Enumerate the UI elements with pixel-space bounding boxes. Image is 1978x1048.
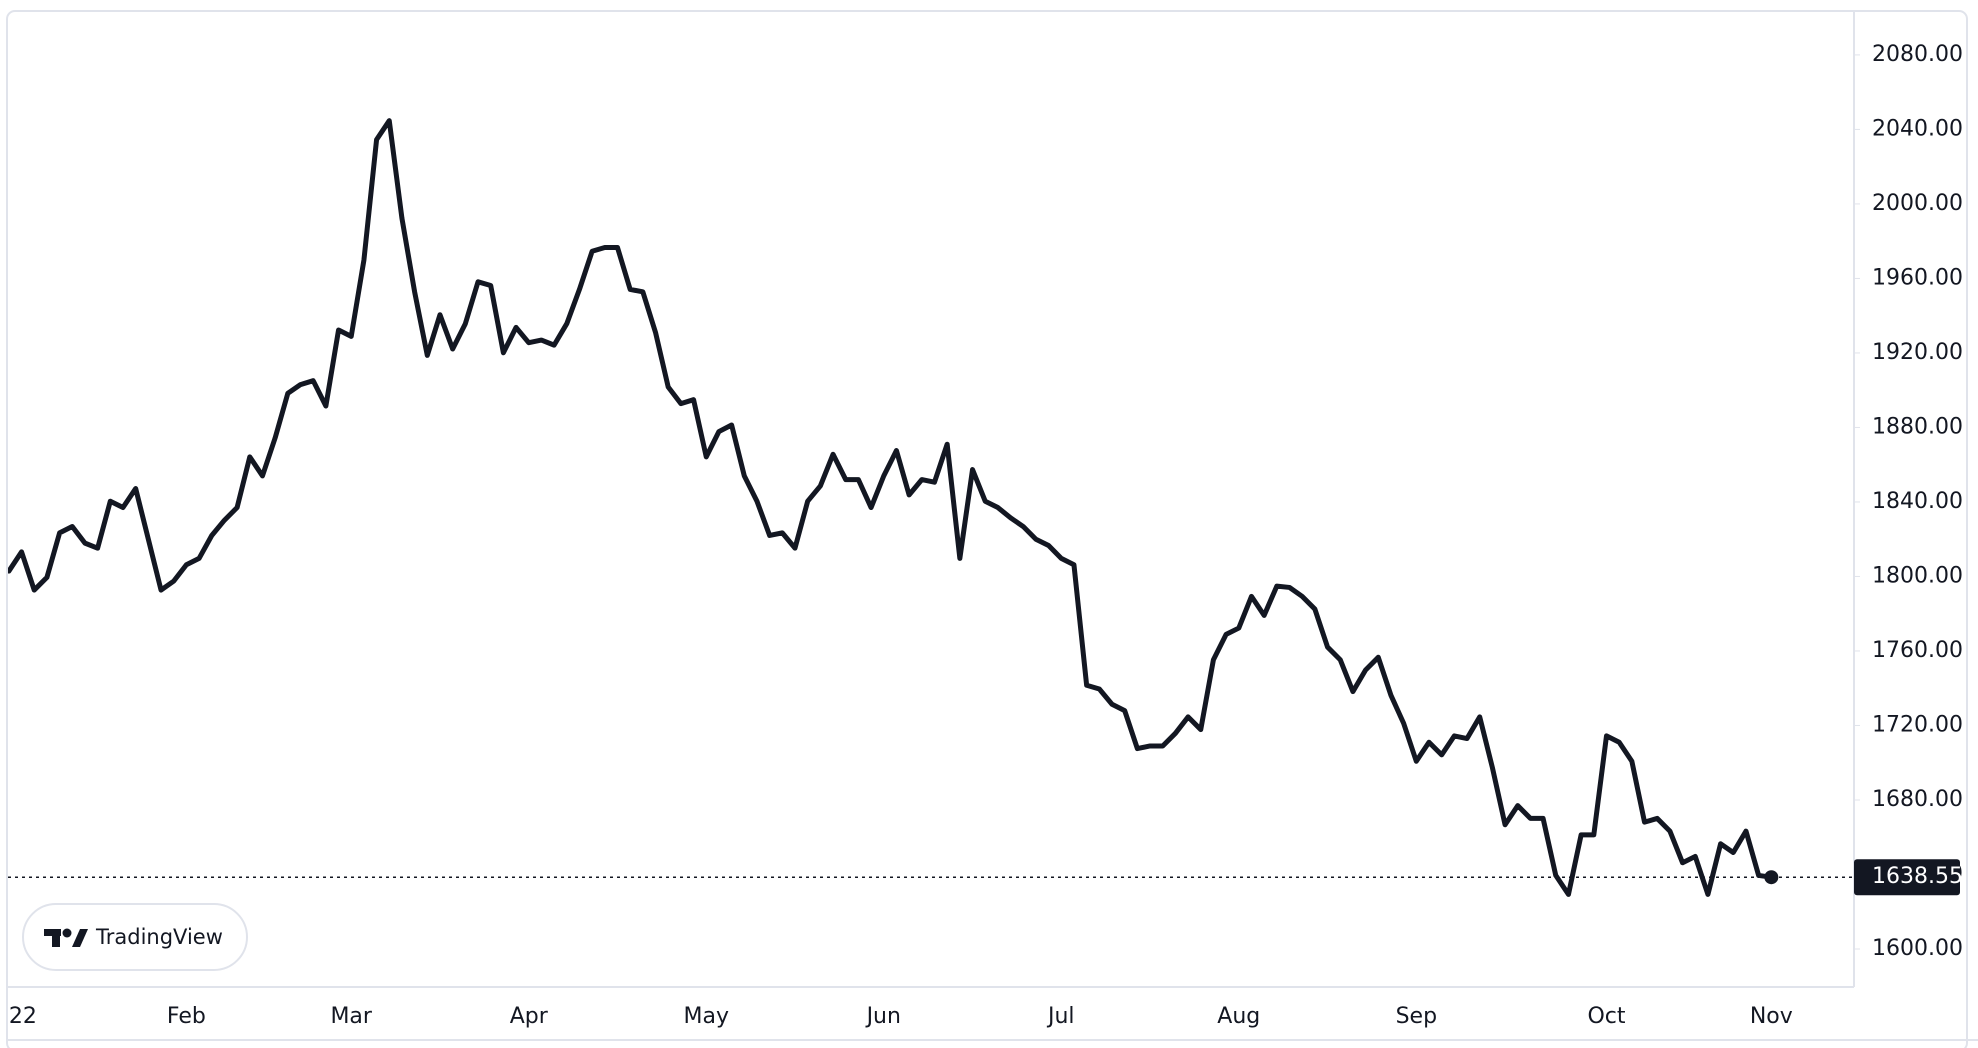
y-tick-label: 1880.00 — [1872, 414, 1963, 439]
x-tick-label: Nov — [1750, 1004, 1793, 1029]
frame — [6, 10, 1968, 1048]
last-point — [1764, 870, 1779, 885]
x-tick-label: Aug — [1217, 1004, 1260, 1029]
y-tick-label: 1920.00 — [1872, 340, 1963, 365]
brand-box — [22, 903, 248, 971]
last-price-box — [1854, 859, 1960, 896]
y-tick-label: 1600.00 — [1872, 936, 1963, 961]
x-tick-label: May — [684, 1004, 729, 1029]
brand-logo — [44, 928, 88, 947]
y-tick-label: 1760.00 — [1872, 638, 1963, 663]
y-tick-label: 2080.00 — [1872, 42, 1963, 67]
x-tick-label: 2022 — [0, 1004, 37, 1029]
price-line — [8, 118, 1774, 897]
y-tick-label: 2040.00 — [1872, 116, 1963, 141]
x-tick-label: Oct — [1587, 1004, 1625, 1029]
y-tick-label: 2000.00 — [1872, 191, 1963, 216]
x-tick-label: Jul — [1046, 1004, 1075, 1029]
y-tick-label: 1680.00 — [1872, 787, 1963, 812]
last-price-label: 1638.55 — [1872, 864, 1963, 889]
y-tick-label: 1800.00 — [1872, 563, 1963, 588]
x-tick-label: Jun — [865, 1004, 901, 1029]
brand-name: TradingView — [95, 925, 223, 949]
x-tick-label: Mar — [330, 1004, 372, 1029]
y-tick-label: 1840.00 — [1872, 489, 1963, 514]
plot-layer: 2022 Feb Mar Apr May Jun Jul Aug Sep Oct Nov — [0, 118, 1793, 1029]
x-tick-label: Feb — [167, 1004, 206, 1029]
x-tick-label: Apr — [510, 1004, 549, 1029]
x-tick-label: Sep — [1396, 1004, 1437, 1029]
y-tick-label: 1720.00 — [1872, 712, 1963, 737]
y-tick-label: 1960.00 — [1872, 265, 1963, 290]
brand-badge[interactable]: TradingView — [22, 903, 248, 971]
